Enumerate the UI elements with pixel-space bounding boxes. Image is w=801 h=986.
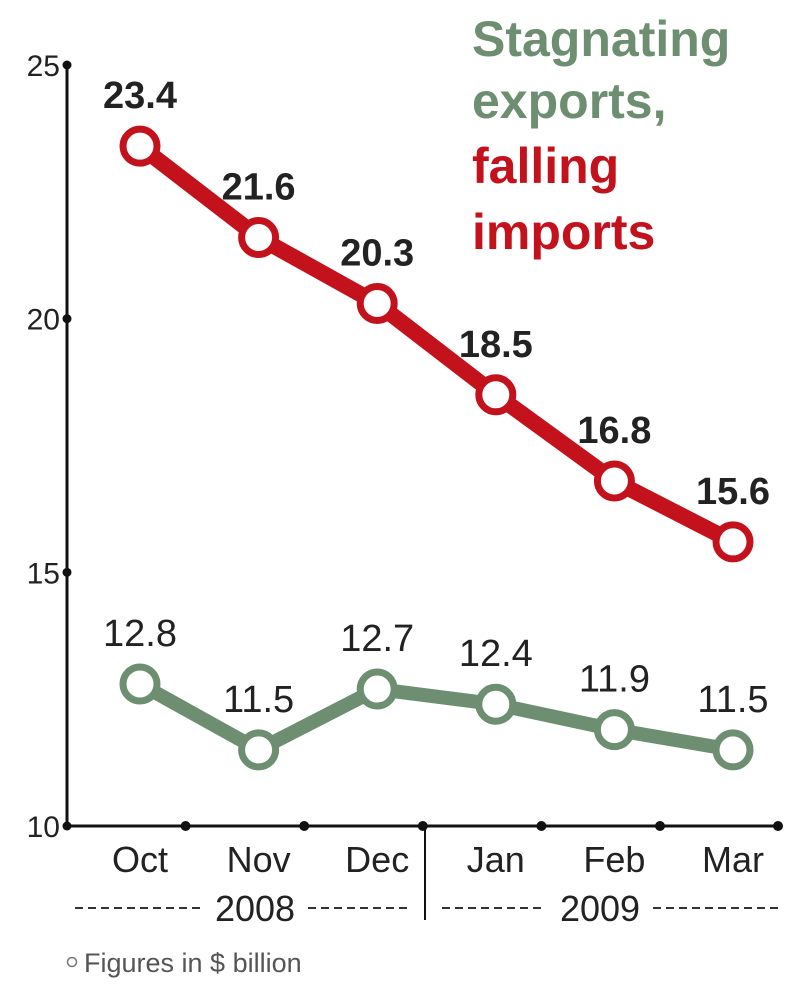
chart-title-line: exports, <box>472 73 667 129</box>
x-tick-label: Jan <box>467 839 525 880</box>
exports-data-label: 11.9 <box>579 659 650 701</box>
x-axis-dot <box>773 821 783 831</box>
chart-title-line: falling <box>472 138 619 194</box>
imports-data-label: 20.3 <box>340 232 414 274</box>
y-tick-dot <box>62 60 72 70</box>
y-tick-label: 20 <box>27 304 60 337</box>
imports-point <box>119 125 161 167</box>
y-tick-label: 10 <box>27 811 60 844</box>
x-tick-label: Nov <box>227 839 291 880</box>
x-tick-label: Mar <box>702 839 764 880</box>
source-note: Figures in $ billion <box>84 948 302 978</box>
x-tick-label: Feb <box>583 839 645 880</box>
exports-point <box>356 668 398 710</box>
y-tick-dot <box>62 821 72 831</box>
exports-data-label: 11.5 <box>223 679 294 721</box>
imports-point <box>356 282 398 324</box>
chart-title-line: Stagnating <box>472 11 730 67</box>
x-tick-label: Dec <box>345 839 409 880</box>
chart-title-line: imports <box>472 204 655 260</box>
exports-data-label: 12.8 <box>103 613 177 655</box>
exports-data-label: 12.7 <box>340 618 414 660</box>
x-axis-dot <box>417 821 428 831</box>
y-tick-label: 25 <box>27 50 60 83</box>
imports-data-label: 23.4 <box>103 75 177 117</box>
x-axis-dot <box>536 821 547 831</box>
x-axis-dot <box>180 821 191 831</box>
y-tick-dot <box>62 314 72 324</box>
y-tick-label: 15 <box>27 557 60 590</box>
imports-data-label: 21.6 <box>222 166 296 208</box>
year-label-2008: 2008 <box>215 888 295 929</box>
imports-line <box>132 138 741 550</box>
imports-point <box>238 216 280 258</box>
exports-data-label: 12.4 <box>459 633 533 675</box>
exports-point <box>712 729 754 771</box>
imports-data-label: 15.6 <box>696 471 770 513</box>
x-axis-dot <box>299 821 310 831</box>
exports-data-label: 11.5 <box>697 679 768 721</box>
x-tick-label: Oct <box>112 839 168 880</box>
year-label-2009: 2009 <box>560 888 640 929</box>
imports-point <box>593 460 635 502</box>
exports-point <box>475 683 517 725</box>
y-tick-dot <box>62 567 72 577</box>
x-axis-dot <box>655 821 665 831</box>
exports-point <box>119 663 161 705</box>
imports-data-label: 16.8 <box>577 410 651 452</box>
exports-point <box>238 729 280 771</box>
imports-point <box>712 521 754 563</box>
note-bullet-icon <box>66 956 78 968</box>
imports-point <box>475 374 517 416</box>
imports-data-label: 18.5 <box>459 324 533 366</box>
exports-point <box>593 709 635 751</box>
